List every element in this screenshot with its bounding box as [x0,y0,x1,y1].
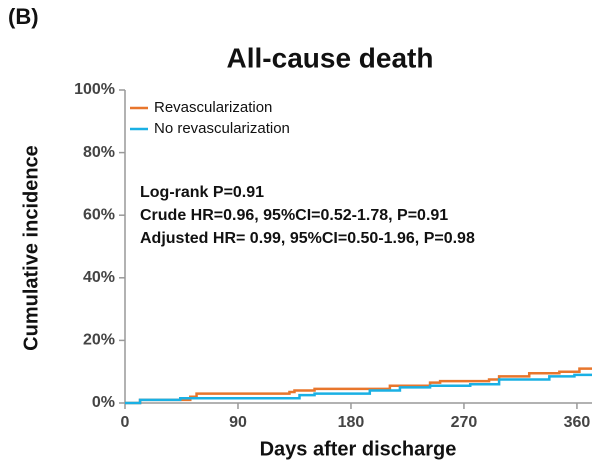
x-axis-label: Days after discharge [260,438,457,460]
x-tick-label: 270 [451,414,478,431]
x-tick-label: 90 [229,414,247,431]
x-tick-label: 360 [564,414,591,431]
x-tick-label: 180 [338,414,365,431]
annotation: Adjusted HR= 0.99, 95%CI=0.50-1.96, P=0.… [140,230,475,247]
y-tick-label: 60% [83,206,115,223]
panel-label: (B) [8,4,39,29]
y-tick-label: 20% [83,332,115,349]
y-tick-label: 40% [83,269,115,286]
y-axis-label: Cumulative incidence [20,145,42,351]
y-tick-label: 100% [74,81,115,98]
x-tick-label: 0 [121,414,130,431]
legend-label: No revascularization [154,120,290,137]
survival-curve [125,373,592,405]
legend-label: Revascularization [154,99,272,116]
chart-title: All-cause death [227,42,434,73]
annotation: Log-rank P=0.91 [140,184,264,201]
survival-curve [125,367,592,405]
annotation: Crude HR=0.96, 95%CI=0.52-1.78, P=0.91 [140,207,448,224]
y-tick-label: 0% [92,394,115,411]
y-tick-label: 80% [83,144,115,161]
